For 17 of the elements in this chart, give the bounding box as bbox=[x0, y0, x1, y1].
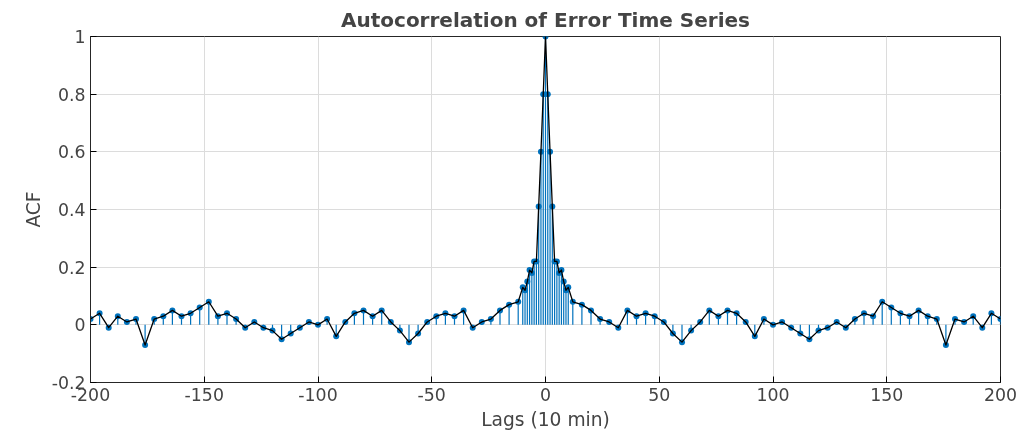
x-tick-label: 100 bbox=[756, 384, 790, 405]
y-tick-label: 0.2 bbox=[57, 257, 86, 278]
x-axis-title: Lags (10 min) bbox=[481, 408, 610, 430]
y-tick-label: 0.8 bbox=[57, 84, 86, 105]
x-tick-label: 0 bbox=[539, 384, 552, 405]
chart-title: Autocorrelation of Error Time Series bbox=[341, 7, 750, 32]
y-tick-label: 1 bbox=[74, 27, 86, 47]
x-tick-label: 50 bbox=[648, 384, 671, 405]
y-tick-label: 0.4 bbox=[57, 200, 86, 220]
y-axis-title: ACF bbox=[22, 191, 44, 228]
y-tick-label: 0.6 bbox=[57, 142, 86, 163]
x-tick-label: 200 bbox=[983, 384, 1018, 405]
y-tick-label: 0 bbox=[74, 315, 86, 336]
x-tick-label: -100 bbox=[298, 384, 338, 405]
x-tick-label: 150 bbox=[870, 384, 904, 405]
x-tick-label: -50 bbox=[417, 384, 446, 405]
x-tick-label: -150 bbox=[184, 384, 224, 405]
